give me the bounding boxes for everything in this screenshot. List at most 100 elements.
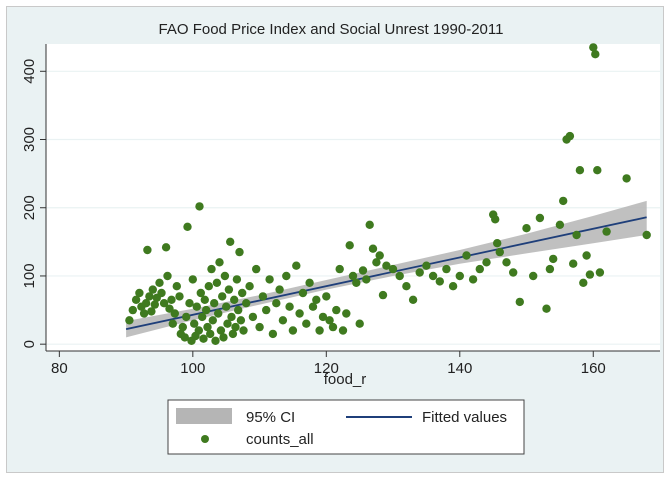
- data-point-93: [318, 312, 328, 322]
- data-point-117: [415, 268, 424, 277]
- data-point-11: [150, 300, 159, 309]
- data-point-119: [428, 271, 438, 281]
- data-point-125: [468, 275, 478, 284]
- data-point-83: [285, 302, 294, 311]
- x-tick-label-4: 160: [581, 360, 606, 377]
- data-point-141: [555, 220, 565, 229]
- data-point-2: [131, 295, 141, 304]
- data-point-131: [495, 247, 504, 257]
- points-layer: [125, 43, 651, 345]
- data-point-110: [375, 251, 384, 260]
- data-point-54: [219, 333, 228, 342]
- data-point-50: [214, 309, 223, 318]
- x-axis-label: food_r: [324, 371, 367, 388]
- data-point-86: [295, 309, 304, 318]
- data-point-149: [582, 251, 591, 260]
- data-point-27: [182, 312, 191, 322]
- data-point-17: [163, 271, 172, 281]
- data-point-123: [455, 271, 464, 281]
- data-point-29: [185, 299, 194, 308]
- data-point-64: [232, 275, 242, 284]
- data-point-153: [593, 166, 602, 175]
- data-point-61: [228, 329, 238, 339]
- y-tick-label-4: 400: [21, 59, 38, 84]
- data-point-14: [157, 288, 166, 298]
- fitted-line-layer: [125, 216, 647, 331]
- data-point-57: [223, 319, 232, 328]
- data-point-108: [368, 244, 378, 253]
- data-point-88: [302, 319, 311, 328]
- data-point-126: [475, 264, 484, 274]
- data-point-59: [226, 237, 235, 246]
- data-point-146: [572, 230, 581, 240]
- data-point-48: [211, 336, 220, 345]
- data-point-90: [308, 302, 318, 311]
- data-point-156: [622, 174, 631, 183]
- data-point-31: [188, 275, 197, 284]
- data-point-8: [145, 292, 154, 301]
- data-point-45: [207, 264, 216, 274]
- data-point-104: [355, 319, 364, 328]
- data-point-150: [585, 270, 595, 279]
- data-point-79: [272, 299, 281, 308]
- data-point-77: [265, 275, 274, 284]
- data-point-44: [206, 329, 215, 339]
- data-point-25: [178, 322, 187, 332]
- data-point-20: [168, 319, 177, 328]
- data-point-52: [216, 326, 226, 335]
- data-point-72: [248, 312, 258, 322]
- data-point-49: [212, 278, 222, 287]
- data-point-97: [332, 305, 341, 315]
- axes-layer: 0 100 200 300 400 80 100 120 140 160: [21, 44, 660, 377]
- data-point-135: [522, 224, 531, 233]
- data-point-101: [345, 241, 354, 250]
- x-tick-label-2: 120: [314, 360, 339, 377]
- data-point-100: [342, 309, 351, 318]
- data-point-53: [218, 292, 227, 301]
- data-point-92: [315, 326, 324, 335]
- data-point-66: [235, 247, 244, 257]
- data-point-121: [442, 264, 451, 274]
- data-point-87: [298, 288, 308, 298]
- data-point-98: [335, 264, 344, 274]
- data-point-95: [325, 316, 334, 325]
- data-point-71: [245, 282, 254, 291]
- data-point-152: [591, 50, 600, 59]
- legend-label-ci: 95% CI: [246, 409, 295, 426]
- y-tick-label-1: 100: [21, 263, 38, 288]
- data-point-16: [161, 243, 171, 252]
- data-point-23: [175, 292, 184, 301]
- data-point-147: [575, 166, 585, 175]
- data-point-46: [208, 316, 217, 325]
- data-point-22: [172, 282, 181, 291]
- data-point-47: [210, 299, 219, 308]
- data-point-82: [282, 271, 291, 281]
- data-point-69: [239, 326, 248, 335]
- data-point-148: [579, 278, 588, 287]
- data-point-7: [143, 245, 152, 255]
- data-point-145: [569, 259, 578, 268]
- data-point-80: [275, 285, 284, 294]
- data-point-43: [204, 282, 213, 291]
- data-point-157: [642, 230, 651, 240]
- data-point-65: [234, 305, 243, 315]
- legend-swatch-points: [201, 435, 209, 443]
- data-point-6: [141, 299, 151, 308]
- data-point-51: [215, 258, 224, 267]
- data-point-74: [255, 322, 264, 332]
- data-point-34: [192, 302, 201, 311]
- data-point-36: [195, 202, 204, 211]
- data-point-32: [190, 319, 199, 328]
- data-point-73: [252, 264, 261, 274]
- data-point-67: [236, 316, 246, 325]
- data-point-55: [220, 271, 230, 281]
- data-point-28: [183, 222, 192, 231]
- data-point-70: [242, 299, 251, 308]
- data-point-9: [147, 307, 156, 316]
- data-point-91: [312, 295, 321, 304]
- data-point-60: [227, 312, 236, 322]
- legend-swatch-ci: [176, 408, 232, 424]
- data-point-41: [202, 305, 211, 315]
- data-point-38: [198, 312, 207, 322]
